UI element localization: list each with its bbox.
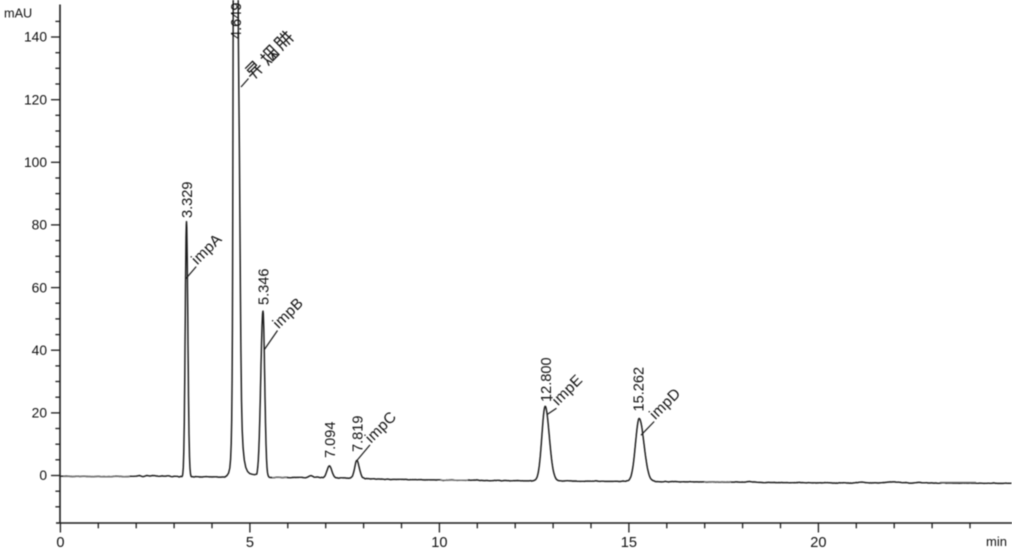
svg-text:140: 140	[24, 30, 47, 45]
svg-text:5.346: 5.346	[257, 268, 273, 305]
svg-text:120: 120	[24, 92, 47, 107]
svg-text:12.800: 12.800	[539, 357, 555, 402]
svg-text:0: 0	[39, 468, 47, 483]
svg-text:mAU: mAU	[4, 7, 32, 21]
svg-text:20: 20	[32, 406, 48, 421]
svg-text:80: 80	[32, 218, 48, 233]
svg-text:15.262: 15.262	[632, 367, 648, 412]
svg-text:20: 20	[810, 535, 826, 551]
svg-text:0: 0	[56, 535, 64, 551]
svg-text:40: 40	[32, 343, 48, 358]
svg-text:7.094: 7.094	[323, 421, 339, 458]
svg-text:5: 5	[246, 535, 254, 551]
svg-text:10: 10	[431, 535, 447, 551]
svg-text:7.819: 7.819	[350, 415, 366, 452]
svg-text:15: 15	[621, 535, 637, 551]
svg-text:4.649: 4.649	[229, 2, 245, 39]
svg-text:min: min	[986, 534, 1007, 549]
svg-text:100: 100	[24, 155, 47, 170]
svg-text:3.329: 3.329	[180, 181, 196, 218]
svg-text:60: 60	[32, 280, 48, 295]
